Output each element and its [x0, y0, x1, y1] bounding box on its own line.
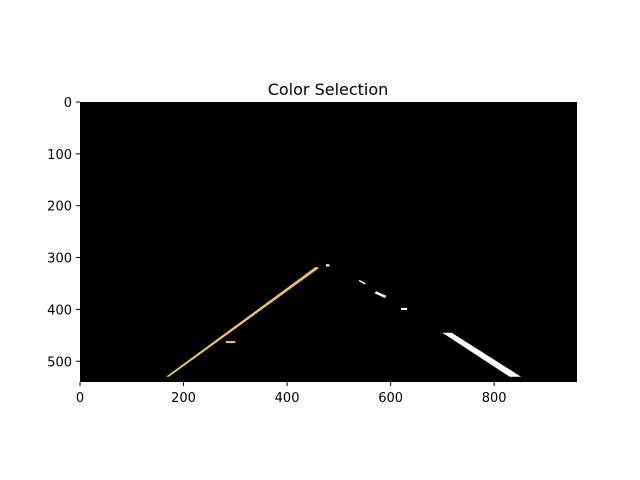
left-lane-blob — [226, 341, 236, 344]
y-tick-label: 200 — [47, 200, 72, 215]
image-marks — [165, 264, 522, 377]
y-tick-label: 400 — [47, 303, 72, 318]
right-lane-segment-near — [442, 332, 522, 377]
right-lane-segment-mid — [374, 291, 387, 298]
right-lane-segment-far-2 — [358, 279, 366, 285]
y-tick-label: 0 — [64, 96, 72, 111]
y-tick-label: 300 — [47, 252, 72, 267]
x-tick-label: 400 — [275, 391, 300, 406]
x-axis: 0 200 400 600 800 — [76, 382, 507, 406]
chart-title: Color Selection — [268, 80, 389, 99]
x-tick-label: 200 — [171, 391, 196, 406]
x-tick-label: 600 — [378, 391, 403, 406]
left-lane-line — [165, 266, 320, 377]
x-tick-label: 800 — [482, 391, 507, 406]
x-tick-label: 0 — [76, 391, 84, 406]
right-lane-segment-far-1 — [325, 264, 330, 267]
y-axis: 0 100 200 300 400 500 — [47, 96, 80, 370]
y-tick-label: 100 — [47, 148, 72, 163]
right-lane-segment-dash — [401, 307, 408, 310]
y-tick-label: 500 — [47, 355, 72, 370]
image-area — [80, 102, 577, 382]
